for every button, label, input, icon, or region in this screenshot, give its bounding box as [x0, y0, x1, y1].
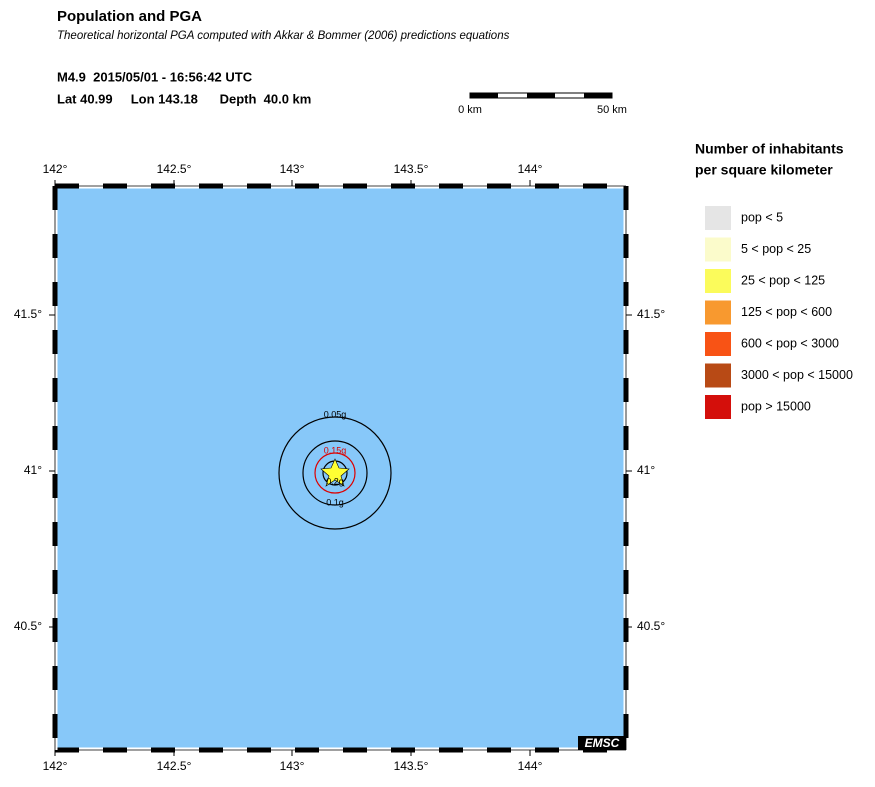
- logo: EMSC: [585, 736, 620, 750]
- legend-title: Number of inhabitants: [695, 141, 844, 157]
- lat-label: 41.5°: [14, 307, 42, 321]
- lon-label: 142.5°: [157, 162, 192, 176]
- location-line: Lat 40.99 Lon 143.18 Depth 40.0 km: [57, 91, 311, 106]
- lat-label: 40.5°: [637, 619, 665, 633]
- legend-label: 125 < pop < 600: [741, 305, 832, 319]
- scale-bar-segment: [527, 93, 555, 98]
- lat-label: 40.5°: [14, 619, 42, 633]
- pga-label: 0.05g: [324, 409, 347, 419]
- legend-swatch: [705, 363, 731, 388]
- lat-label: 41°: [637, 463, 655, 477]
- pga-label: 0.1g: [326, 497, 344, 507]
- lon-label: 142.5°: [157, 759, 192, 773]
- epicenter-star: [320, 458, 350, 487]
- lat-label: 41°: [24, 463, 42, 477]
- event-line: M4.9 2015/05/01 - 16:56:42 UTC: [57, 69, 253, 84]
- logo-bg: [578, 736, 626, 750]
- lon-label: 143°: [280, 162, 305, 176]
- lon-label: 143.5°: [394, 759, 429, 773]
- legend-swatch: [705, 237, 731, 262]
- scale-bar-segment: [584, 93, 612, 98]
- legend-swatch: [705, 332, 731, 356]
- legend-title: per square kilometer: [695, 162, 833, 178]
- scale-bar-segment: [470, 93, 498, 98]
- pga-contour: [314, 452, 356, 494]
- subtitle: Theoretical horizontal PGA computed with…: [57, 30, 510, 42]
- lon-label: 144°: [518, 759, 543, 773]
- pga-label: 0.2g: [326, 476, 344, 486]
- lon-label: 142°: [43, 162, 68, 176]
- legend-label: 3000 < pop < 15000: [741, 368, 853, 382]
- legend-label: pop > 15000: [741, 399, 811, 413]
- legend-label: 600 < pop < 3000: [741, 336, 839, 350]
- scale-end: 50 km: [597, 104, 627, 116]
- legend: Number of inhabitants per square kilomete…: [695, 141, 853, 419]
- legend-swatch: [705, 269, 731, 293]
- lon-label: 144°: [518, 162, 543, 176]
- scale-bar: 0 km 50 km: [458, 92, 627, 116]
- legend-swatch: [705, 300, 731, 325]
- legend-label: 5 < pop < 25: [741, 242, 811, 256]
- pga-contour: [302, 440, 368, 506]
- lat-label: 41.5°: [637, 307, 665, 321]
- scale-start: 0 km: [458, 104, 482, 116]
- legend-label: pop < 5: [741, 210, 783, 224]
- legend-swatch: [705, 206, 731, 230]
- pga-contour: [278, 416, 392, 530]
- map: 142° 142° 142.5° 142.5° 143° 143° 143.5° 143.5°…: [14, 162, 666, 773]
- lon-label: 143.5°: [394, 162, 429, 176]
- title: Population and PGA: [57, 8, 202, 25]
- lon-label: 142°: [43, 759, 68, 773]
- pga-label: 0.15g: [324, 445, 347, 455]
- lon-label: 143°: [280, 759, 305, 773]
- legend-swatch: [705, 395, 731, 419]
- legend-label: 25 < pop < 125: [741, 273, 825, 287]
